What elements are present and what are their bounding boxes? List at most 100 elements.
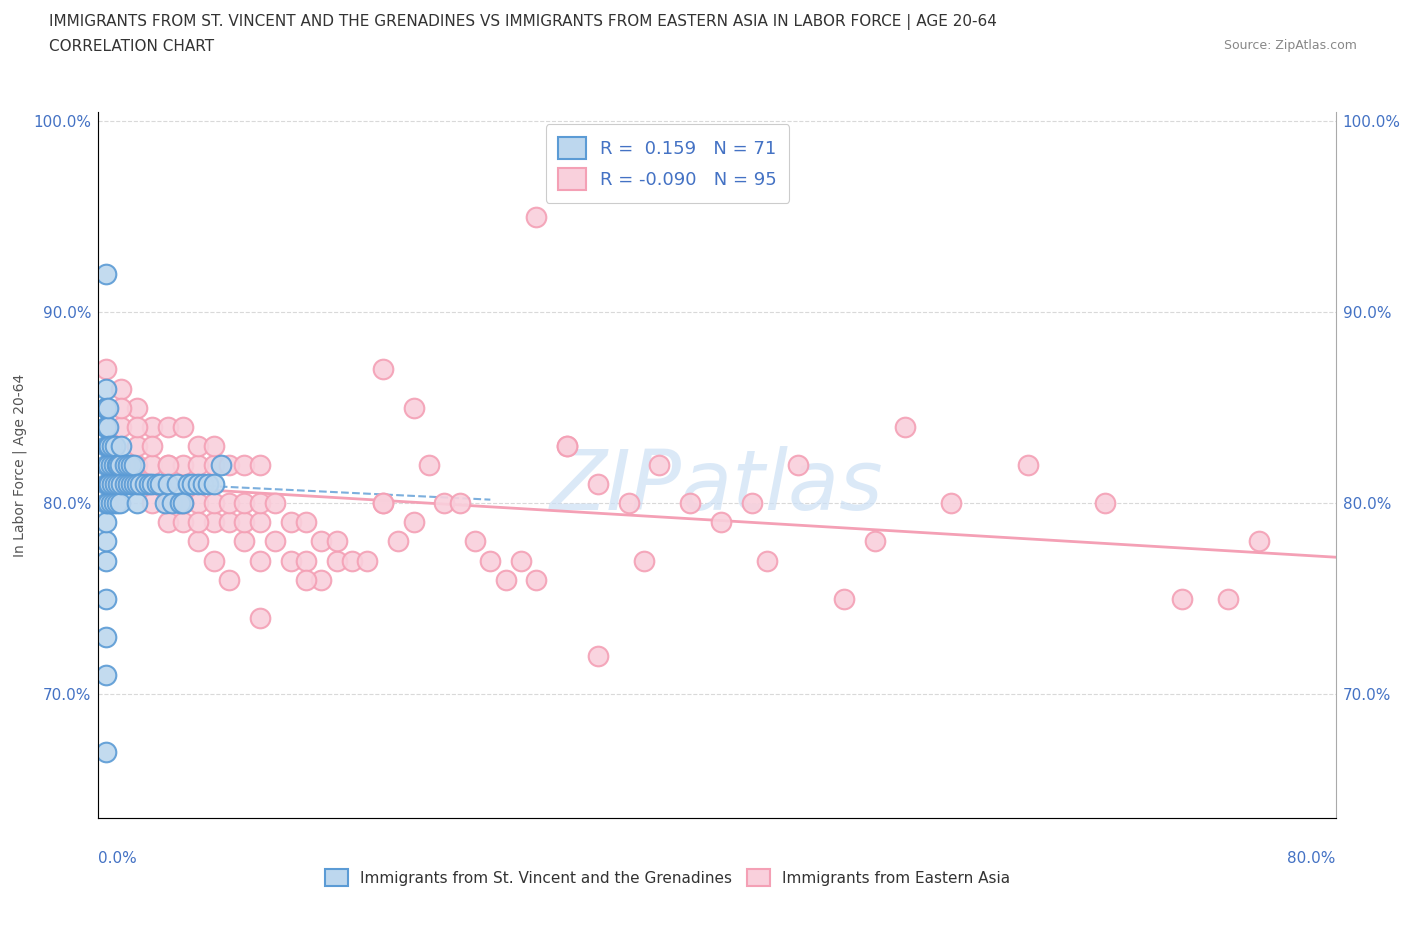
Point bbox=[104, 477, 127, 492]
Point bbox=[325, 553, 347, 568]
Point bbox=[122, 477, 145, 492]
Point bbox=[94, 553, 117, 568]
Point bbox=[94, 515, 117, 530]
Point bbox=[110, 438, 132, 453]
Point bbox=[249, 496, 271, 511]
Point bbox=[387, 534, 409, 549]
Point bbox=[138, 477, 160, 492]
Point bbox=[633, 553, 655, 568]
Point bbox=[181, 477, 204, 492]
Point bbox=[191, 477, 214, 492]
Point bbox=[94, 362, 117, 377]
Point bbox=[101, 438, 124, 453]
Point bbox=[249, 515, 271, 530]
Point bbox=[146, 477, 169, 492]
Point bbox=[510, 553, 533, 568]
Point bbox=[120, 458, 142, 472]
Point bbox=[94, 458, 117, 472]
Point bbox=[202, 438, 225, 453]
Point bbox=[264, 496, 287, 511]
Point bbox=[103, 458, 125, 472]
Point bbox=[156, 458, 179, 472]
Point bbox=[371, 362, 394, 377]
Point bbox=[1216, 591, 1239, 606]
Point bbox=[172, 496, 194, 511]
Point bbox=[249, 458, 271, 472]
Point bbox=[94, 419, 117, 434]
Point bbox=[402, 400, 425, 415]
Point bbox=[110, 458, 132, 472]
Point bbox=[202, 477, 225, 492]
Point bbox=[172, 496, 194, 511]
Point bbox=[156, 458, 179, 472]
Point bbox=[786, 458, 808, 472]
Point bbox=[197, 477, 219, 492]
Point bbox=[134, 477, 156, 492]
Point bbox=[94, 381, 117, 396]
Point bbox=[114, 458, 136, 472]
Point bbox=[94, 630, 117, 644]
Point bbox=[105, 458, 128, 472]
Point bbox=[526, 209, 548, 224]
Point bbox=[120, 477, 142, 492]
Point bbox=[172, 458, 194, 472]
Point bbox=[156, 419, 179, 434]
Point bbox=[172, 515, 194, 530]
Point bbox=[108, 496, 131, 511]
Point bbox=[100, 496, 122, 511]
Point bbox=[141, 458, 163, 472]
Point bbox=[464, 534, 486, 549]
Point bbox=[280, 515, 302, 530]
Point bbox=[172, 496, 194, 511]
Point bbox=[125, 438, 148, 453]
Point bbox=[233, 515, 256, 530]
Point bbox=[107, 458, 129, 472]
Point bbox=[108, 458, 131, 472]
Point bbox=[218, 515, 240, 530]
Point bbox=[679, 496, 702, 511]
Point bbox=[125, 496, 148, 511]
Point bbox=[110, 477, 132, 492]
Point bbox=[202, 553, 225, 568]
Y-axis label: In Labor Force | Age 20-64: In Labor Force | Age 20-64 bbox=[13, 373, 27, 557]
Point bbox=[311, 572, 333, 587]
Point bbox=[94, 477, 117, 492]
Point bbox=[586, 648, 609, 663]
Point bbox=[311, 534, 333, 549]
Point bbox=[233, 534, 256, 549]
Text: 0.0%: 0.0% bbox=[98, 851, 138, 866]
Point bbox=[187, 477, 209, 492]
Point bbox=[94, 438, 117, 453]
Point bbox=[479, 553, 502, 568]
Point bbox=[555, 438, 578, 453]
Point bbox=[97, 419, 120, 434]
Point bbox=[97, 458, 120, 472]
Point bbox=[94, 668, 117, 683]
Point bbox=[741, 496, 763, 511]
Point bbox=[280, 553, 302, 568]
Text: 80.0%: 80.0% bbox=[1288, 851, 1336, 866]
Point bbox=[832, 591, 855, 606]
Point bbox=[218, 572, 240, 587]
Point bbox=[94, 496, 117, 511]
Point bbox=[356, 553, 378, 568]
Point bbox=[129, 477, 152, 492]
Point bbox=[97, 400, 120, 415]
Point bbox=[202, 458, 225, 472]
Point bbox=[94, 400, 117, 415]
Point bbox=[187, 534, 209, 549]
Point bbox=[149, 477, 172, 492]
Point bbox=[101, 477, 124, 492]
Point bbox=[586, 477, 609, 492]
Point bbox=[105, 496, 128, 511]
Point bbox=[617, 496, 640, 511]
Point bbox=[125, 419, 148, 434]
Legend: Immigrants from St. Vincent and the Grenadines, Immigrants from Eastern Asia: Immigrants from St. Vincent and the Gren… bbox=[319, 863, 1017, 892]
Point bbox=[169, 496, 191, 511]
Point bbox=[264, 534, 287, 549]
Point bbox=[156, 477, 179, 492]
Point bbox=[202, 496, 225, 511]
Point bbox=[295, 515, 318, 530]
Point bbox=[233, 458, 256, 472]
Point bbox=[160, 496, 183, 511]
